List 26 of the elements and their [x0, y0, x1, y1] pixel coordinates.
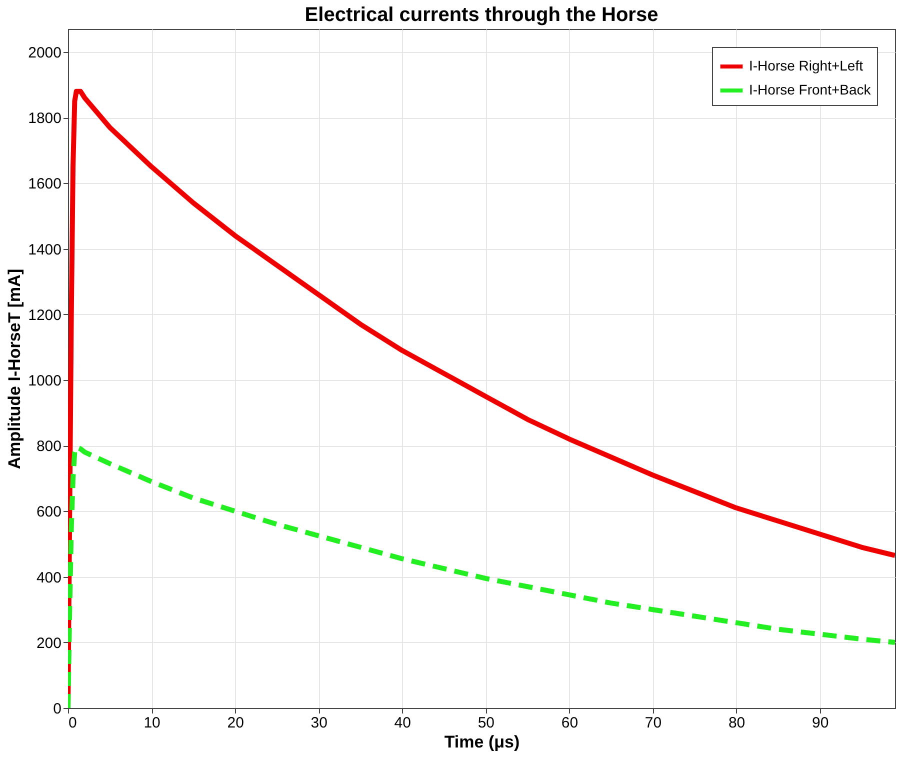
x-tick-label: 0 — [68, 714, 77, 732]
y-tick-label: 1600 — [28, 176, 62, 193]
chart-title: Electrical currents through the Horse — [304, 4, 658, 26]
y-tick-label: 2000 — [28, 44, 62, 62]
y-tick-label: 800 — [36, 438, 62, 456]
y-tick-label: 600 — [36, 504, 62, 521]
x-tick-label: 40 — [394, 714, 411, 732]
legend-label: I-Horse Front+Back — [749, 82, 872, 98]
x-axis-title: Time (μs) — [444, 732, 520, 752]
x-tick-label: 70 — [644, 714, 662, 732]
y-tick-label: 200 — [36, 634, 62, 652]
y-tick-label: 400 — [36, 569, 62, 586]
x-tick-label: 20 — [227, 714, 244, 732]
x-tick-label: 80 — [728, 714, 746, 732]
x-tick-label: 50 — [478, 714, 495, 732]
y-tick-label: 1800 — [28, 110, 62, 128]
y-tick-label: 1200 — [28, 306, 62, 324]
x-tick-label: 60 — [561, 714, 578, 732]
y-tick-label: 1000 — [28, 372, 62, 390]
x-tick-label: 10 — [144, 714, 160, 732]
legend-label: I-Horse Right+Left — [749, 58, 864, 74]
y-axis-title: Amplitude I-HorseT [mA] — [5, 268, 24, 470]
y-tick-label: 1400 — [28, 241, 62, 258]
y-tick-label: 0 — [53, 700, 62, 718]
x-tick-label: 90 — [812, 714, 829, 732]
x-tick-label: 30 — [310, 714, 328, 732]
